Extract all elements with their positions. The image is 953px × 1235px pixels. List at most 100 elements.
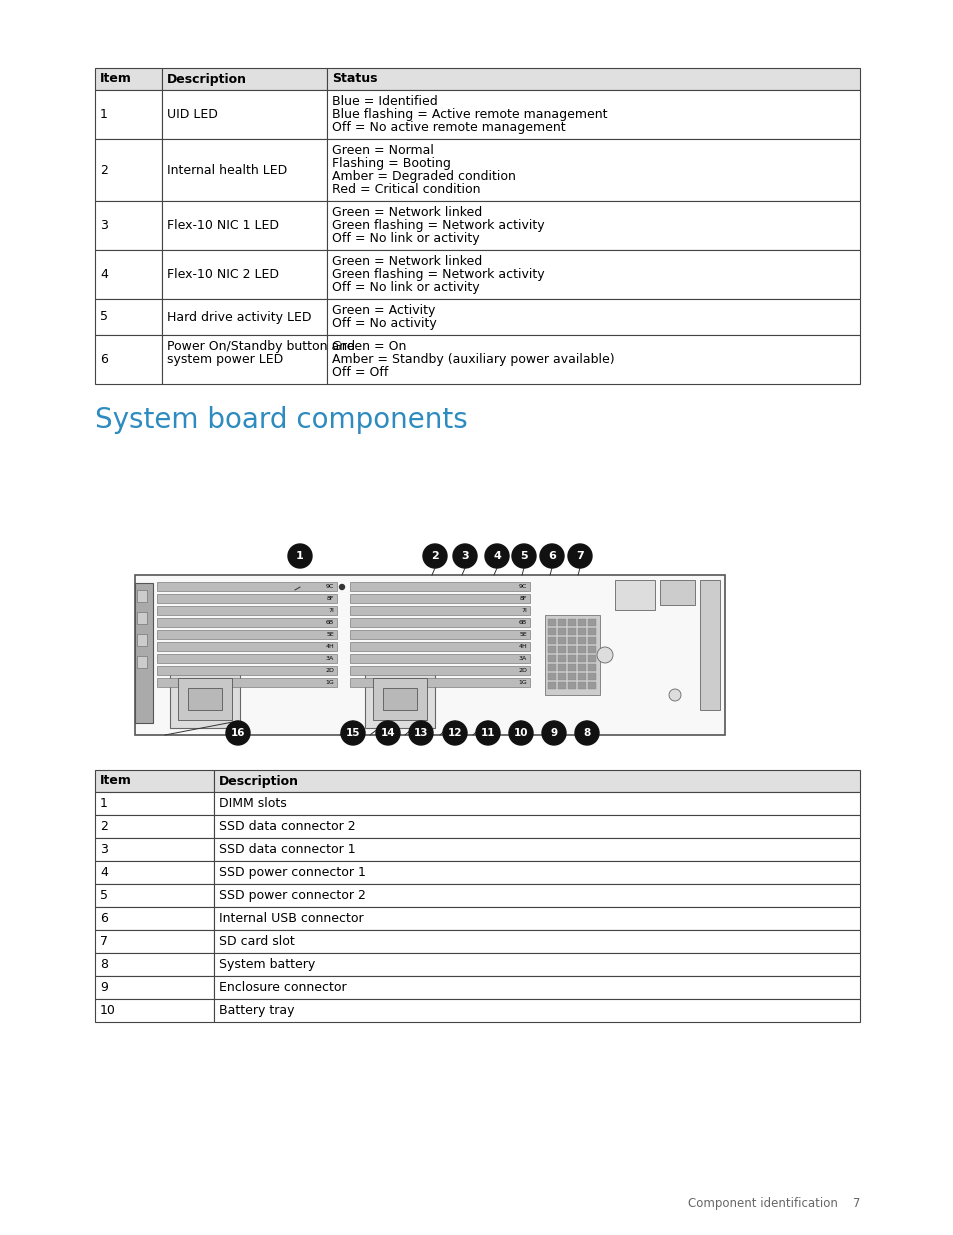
Text: Green = On: Green = On bbox=[332, 340, 406, 353]
Bar bbox=[95, 906, 213, 930]
Text: 14: 14 bbox=[380, 727, 395, 739]
Bar bbox=[547, 673, 556, 680]
Text: 8F: 8F bbox=[326, 597, 334, 601]
Text: 15: 15 bbox=[345, 727, 360, 739]
Text: 5: 5 bbox=[100, 310, 108, 324]
Bar bbox=[213, 976, 859, 999]
Bar bbox=[382, 688, 416, 710]
Text: 3: 3 bbox=[100, 844, 108, 856]
Bar bbox=[213, 861, 859, 884]
Circle shape bbox=[288, 543, 312, 568]
Text: 1: 1 bbox=[100, 797, 108, 810]
Text: System board components: System board components bbox=[95, 406, 467, 433]
Bar bbox=[213, 906, 859, 930]
Bar bbox=[587, 655, 596, 662]
Bar bbox=[587, 664, 596, 671]
Text: Battery tray: Battery tray bbox=[218, 1004, 294, 1016]
Text: 1: 1 bbox=[100, 107, 108, 121]
Text: 7I: 7I bbox=[520, 608, 526, 613]
Bar bbox=[365, 671, 435, 727]
Text: Status: Status bbox=[332, 73, 376, 85]
Bar bbox=[615, 580, 655, 610]
Text: Green = Network linked: Green = Network linked bbox=[332, 206, 481, 219]
Text: 7: 7 bbox=[100, 935, 108, 948]
Text: 1: 1 bbox=[295, 551, 304, 561]
Text: 5E: 5E bbox=[326, 632, 334, 637]
Bar bbox=[95, 976, 213, 999]
Text: Green = Activity: Green = Activity bbox=[332, 304, 435, 317]
Circle shape bbox=[668, 689, 680, 701]
Text: Power On/Standby button and: Power On/Standby button and bbox=[167, 340, 355, 353]
Text: 8: 8 bbox=[100, 958, 108, 971]
Circle shape bbox=[484, 543, 509, 568]
Bar bbox=[95, 201, 162, 249]
Text: 6: 6 bbox=[100, 353, 108, 366]
Circle shape bbox=[339, 584, 344, 589]
Bar bbox=[350, 606, 530, 615]
Bar bbox=[95, 335, 162, 384]
Circle shape bbox=[226, 721, 250, 745]
Bar bbox=[350, 594, 530, 603]
Bar bbox=[547, 637, 556, 643]
Circle shape bbox=[409, 721, 433, 745]
Bar bbox=[95, 839, 213, 861]
Bar bbox=[327, 201, 859, 249]
Text: Description: Description bbox=[167, 73, 247, 85]
Text: Blue = Identified: Blue = Identified bbox=[332, 95, 437, 107]
Bar bbox=[659, 580, 695, 605]
Bar bbox=[95, 884, 213, 906]
Bar bbox=[137, 613, 147, 624]
Bar bbox=[567, 664, 576, 671]
Bar bbox=[547, 664, 556, 671]
Text: 7I: 7I bbox=[328, 608, 334, 613]
Text: Hard drive activity LED: Hard drive activity LED bbox=[167, 310, 312, 324]
Bar bbox=[95, 953, 213, 976]
Bar bbox=[157, 655, 336, 663]
Circle shape bbox=[512, 543, 536, 568]
Bar bbox=[547, 655, 556, 662]
Text: 5E: 5E bbox=[518, 632, 526, 637]
Bar bbox=[213, 999, 859, 1023]
Text: 10: 10 bbox=[100, 1004, 115, 1016]
Text: Off = No link or activity: Off = No link or activity bbox=[332, 232, 479, 245]
Text: Green flashing = Network activity: Green flashing = Network activity bbox=[332, 219, 544, 232]
Text: 7: 7 bbox=[576, 551, 583, 561]
Bar bbox=[213, 769, 859, 792]
Text: Amber = Standby (auxiliary power available): Amber = Standby (auxiliary power availab… bbox=[332, 353, 614, 366]
Bar bbox=[157, 642, 336, 651]
Bar bbox=[162, 68, 327, 90]
Circle shape bbox=[509, 721, 533, 745]
Text: 3: 3 bbox=[100, 219, 108, 232]
Bar bbox=[700, 580, 720, 710]
Text: SSD data connector 2: SSD data connector 2 bbox=[218, 820, 355, 832]
Text: Blue flashing = Active remote management: Blue flashing = Active remote management bbox=[332, 107, 607, 121]
Bar bbox=[587, 673, 596, 680]
Bar bbox=[178, 678, 232, 720]
Text: 9C: 9C bbox=[518, 584, 526, 589]
Bar bbox=[95, 249, 162, 299]
Bar bbox=[162, 201, 327, 249]
Circle shape bbox=[476, 721, 499, 745]
Text: 6B: 6B bbox=[518, 620, 526, 625]
Bar bbox=[137, 656, 147, 668]
Circle shape bbox=[442, 721, 467, 745]
Bar bbox=[350, 630, 530, 638]
Text: Internal USB connector: Internal USB connector bbox=[218, 911, 363, 925]
Text: 11: 11 bbox=[480, 727, 495, 739]
Bar bbox=[135, 576, 724, 735]
Bar bbox=[578, 619, 585, 626]
Bar bbox=[567, 619, 576, 626]
Text: Item: Item bbox=[100, 774, 132, 788]
Text: 10: 10 bbox=[514, 727, 528, 739]
Bar bbox=[373, 678, 427, 720]
Bar bbox=[350, 655, 530, 663]
Bar bbox=[95, 68, 162, 90]
Bar bbox=[578, 646, 585, 653]
Text: 3A: 3A bbox=[518, 656, 526, 661]
Bar bbox=[558, 673, 565, 680]
Bar bbox=[170, 671, 240, 727]
Bar bbox=[350, 642, 530, 651]
Bar bbox=[95, 299, 162, 335]
Bar bbox=[95, 90, 162, 140]
Bar bbox=[213, 839, 859, 861]
